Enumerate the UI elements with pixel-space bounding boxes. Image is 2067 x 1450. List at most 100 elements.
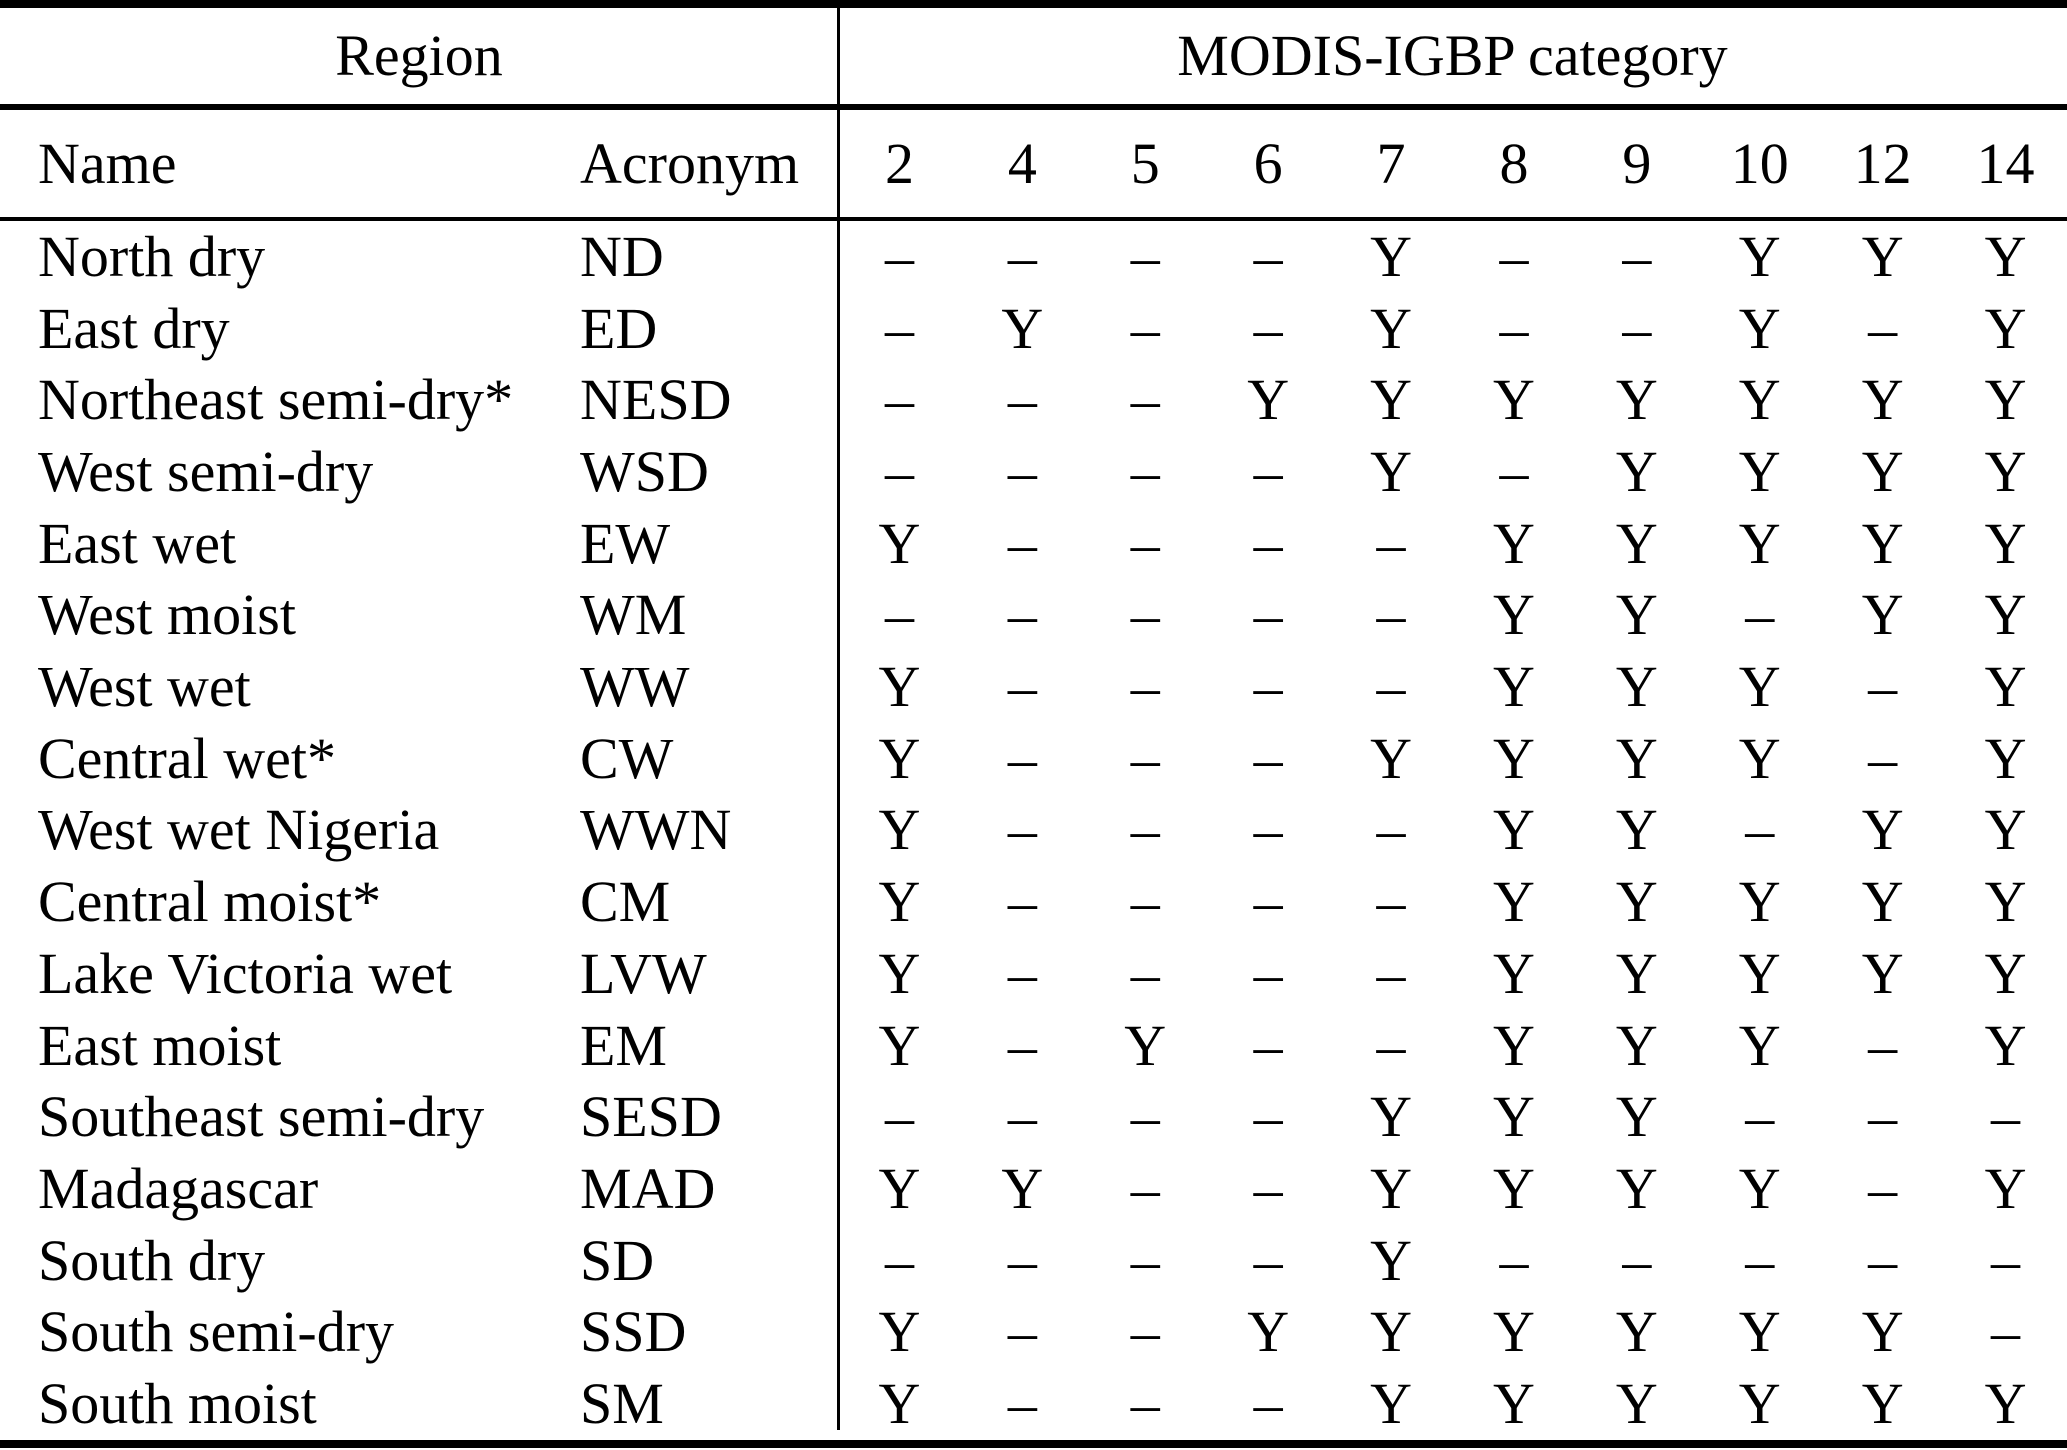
category-flag-cell: Y: [878, 725, 921, 791]
category-column-header: 9: [1622, 130, 1652, 196]
category-column-header: 12: [1853, 130, 1912, 196]
table-row: Southeast semi-dry SESD – – – – Y Y Y – – –: [0, 1081, 2067, 1153]
region-name: North dry: [38, 223, 266, 289]
category-flag-cell: Y: [1370, 725, 1412, 791]
category-flag-cell: Y: [1738, 367, 1781, 433]
category-flag-cell: –: [1007, 869, 1037, 935]
category-flag-cell: –: [1499, 438, 1529, 504]
category-flag-cell: –: [1130, 1299, 1160, 1365]
category-flag-cell: Y: [1370, 1227, 1412, 1293]
region-acronym: EM: [580, 1012, 667, 1078]
category-flag-cell: Y: [1370, 367, 1412, 433]
category-flag-cell: Y: [1861, 797, 1904, 863]
category-column-header: 2: [884, 130, 914, 196]
category-flag-cell: –: [1130, 1227, 1160, 1293]
category-flag-cell: –: [1007, 1012, 1037, 1078]
region-acronym: SSD: [580, 1299, 687, 1365]
category-flag-cell: –: [1253, 725, 1283, 791]
category-flag-cell: –: [884, 295, 914, 361]
category-flag-cell: Y: [1615, 1084, 1658, 1150]
table-bottom-rule: [0, 1440, 2067, 1448]
category-flag-cell: Y: [1493, 869, 1535, 935]
category-flag-cell: –: [1376, 869, 1406, 935]
category-flag-cell: –: [1130, 510, 1160, 576]
category-flag-cell: –: [1007, 223, 1037, 289]
category-flag-cell: –: [1130, 725, 1160, 791]
category-flag-cell: Y: [1984, 725, 2027, 791]
category-flag-cell: –: [1007, 1084, 1037, 1150]
category-flag-cell: –: [1253, 510, 1283, 576]
category-flag-cell: –: [1745, 1084, 1775, 1150]
region-acronym: CM: [580, 869, 671, 935]
region-name: Central wet*: [38, 725, 336, 791]
category-flag-cell: –: [1130, 223, 1160, 289]
region-acronym: SESD: [580, 1084, 722, 1150]
category-flag-cell: Y: [1615, 1299, 1658, 1365]
header-separator-rule: [0, 104, 2067, 110]
category-flag-cell: Y: [1370, 438, 1412, 504]
category-flag-cell: Y: [1984, 1371, 2027, 1437]
category-column-header: 5: [1130, 130, 1160, 196]
category-flag-cell: Y: [1738, 223, 1781, 289]
region-acronym: MAD: [580, 1156, 716, 1222]
table-row: Central wet* CW Y – – – Y Y Y Y – Y: [0, 723, 2067, 795]
category-flag-cell: Y: [878, 869, 921, 935]
category-flag-cell: Y: [1738, 510, 1781, 576]
category-flag-cell: Y: [1370, 1299, 1412, 1365]
category-flag-cell: Y: [1984, 582, 2027, 648]
region-acronym: EW: [580, 510, 671, 576]
category-flag-cell: –: [1130, 367, 1160, 433]
body-separator-rule: [0, 217, 2067, 221]
table-row: East moist EM Y – Y – – Y Y Y – Y: [0, 1010, 2067, 1082]
category-flag-cell: Y: [1984, 797, 2027, 863]
category-flag-cell: Y: [1493, 1299, 1535, 1365]
table-row: South semi-dry SSD Y – – Y Y Y Y Y Y –: [0, 1297, 2067, 1369]
category-column-header: 10: [1730, 130, 1789, 196]
category-flag-cell: –: [1253, 654, 1283, 720]
region-acronym: ED: [580, 295, 658, 361]
category-flag-cell: Y: [1615, 940, 1658, 1006]
region-name: Lake Victoria wet: [38, 940, 453, 1006]
category-flag-cell: Y: [1247, 1299, 1290, 1365]
category-flag-cell: –: [1622, 1227, 1652, 1293]
category-flag-cell: –: [1007, 582, 1037, 648]
category-flag-cell: Y: [1861, 438, 1904, 504]
region-name: Madagascar: [38, 1156, 319, 1222]
category-flag-cell: Y: [1861, 1299, 1904, 1365]
category-flag-cell: Y: [1861, 869, 1904, 935]
category-flag-cell: Y: [1370, 1156, 1412, 1222]
category-flag-cell: –: [1007, 1371, 1037, 1437]
category-flag-cell: –: [1745, 582, 1775, 648]
category-flag-cell: Y: [1615, 869, 1658, 935]
category-flag-cell: Y: [1861, 1371, 1904, 1437]
category-flag-cell: Y: [1370, 223, 1412, 289]
table-row: East wet EW Y – – – – Y Y Y Y Y: [0, 508, 2067, 580]
category-flag-cell: –: [1253, 1084, 1283, 1150]
column-group-divider: [837, 8, 840, 1430]
region-name: South semi-dry: [38, 1299, 395, 1365]
category-flag-cell: Y: [1738, 1156, 1781, 1222]
region-name: Southeast semi-dry: [38, 1084, 485, 1150]
category-flag-cell: –: [884, 1084, 914, 1150]
category-flag-cell: –: [1130, 582, 1160, 648]
table-row: East dry ED – Y – – Y – – Y – Y: [0, 293, 2067, 365]
category-flag-cell: Y: [878, 510, 921, 576]
category-flag-cell: Y: [1493, 654, 1535, 720]
category-flag-cell: Y: [1984, 223, 2027, 289]
category-flag-cell: Y: [878, 797, 921, 863]
category-flag-cell: Y: [878, 1156, 921, 1222]
region-acronym: WM: [580, 582, 687, 648]
region-acronym: WSD: [580, 438, 709, 504]
region-name: Northeast semi-dry*: [38, 367, 514, 433]
category-flag-cell: –: [1622, 295, 1652, 361]
category-flag-cell: Y: [1738, 438, 1781, 504]
category-flag-cell: Y: [878, 940, 921, 1006]
category-flag-cell: Y: [1738, 725, 1781, 791]
category-flag-cell: –: [1253, 940, 1283, 1006]
category-flag-cell: Y: [1615, 797, 1658, 863]
category-flag-cell: Y: [1738, 295, 1781, 361]
name-column-header: Name: [38, 130, 177, 196]
category-flag-cell: Y: [1370, 1084, 1412, 1150]
category-flag-cell: –: [1253, 1371, 1283, 1437]
category-flag-cell: Y: [1615, 1371, 1658, 1437]
